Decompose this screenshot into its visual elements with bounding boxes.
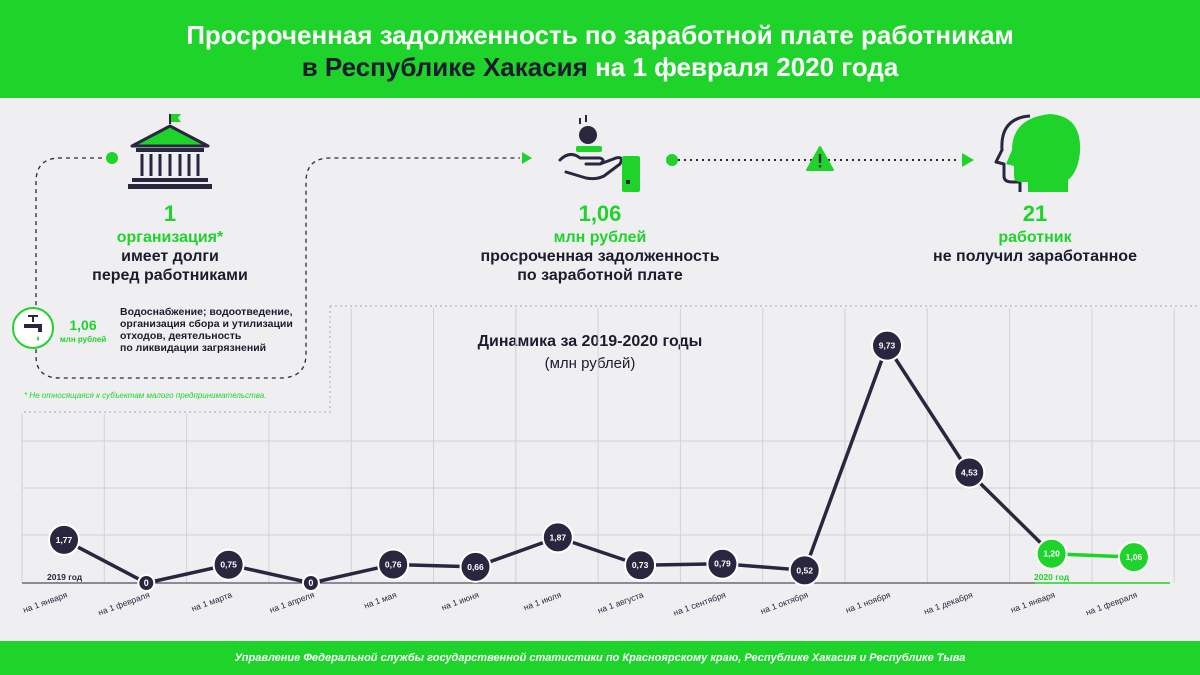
data-label: 0 (144, 578, 149, 588)
data-label: 0,73 (632, 560, 649, 570)
x-tick-label: на 1 августа (596, 589, 645, 615)
sector-unit: млн рублей (59, 335, 107, 344)
debt-unit: млн рублей (553, 229, 647, 246)
workers-block: 21 работник не получил заработанное (920, 201, 1150, 266)
data-point (48, 523, 80, 556)
page-title-line2: в Республике Хакасия на 1 февраля 2020 г… (0, 52, 1200, 83)
data-point (706, 547, 739, 580)
sector-value: 1,06 (69, 317, 97, 333)
x-tick-label: на 1 января (22, 589, 70, 614)
x-tick-label: на 1 апреля (268, 589, 316, 615)
series-connector (968, 471, 1053, 555)
chart-title: Динамика за 2019-2020 годы (477, 333, 703, 350)
x-tick-label: на 1 июля (522, 589, 563, 612)
date-text: на 1 февраля 2020 года (595, 52, 899, 82)
x-tick-label: на 1 октября (759, 589, 810, 616)
data-label: 0,52 (796, 565, 813, 575)
organizations-block: 1 организация* имеет долги перед работни… (90, 201, 250, 285)
flow-start-dot (106, 152, 118, 164)
data-label: 0,76 (385, 559, 402, 569)
region-name: в Республике Хакасия (301, 52, 588, 82)
data-point (953, 456, 986, 489)
year-label-2020: 2020 год (1034, 572, 1070, 582)
data-point (301, 574, 320, 592)
data-point (541, 521, 574, 554)
data-point (1035, 537, 1068, 570)
flow-mid-dot (666, 154, 678, 166)
organizations-count: 1 (163, 201, 177, 226)
data-label: 0,66 (467, 562, 484, 572)
person-head-icon (994, 114, 1081, 192)
sector-description: Водоснабжение; водоотведение, организаци… (120, 306, 293, 354)
x-tick-label: на 1 декабря (922, 589, 974, 616)
x-tick-label: на 1 февраля (97, 589, 152, 617)
data-label: 4,53 (961, 468, 978, 478)
data-label: 1,77 (56, 535, 73, 545)
footnote: * Не относящаяся к субъектам малого пред… (24, 391, 267, 400)
flow-arrow-head-right (962, 153, 974, 167)
data-point (212, 548, 245, 581)
data-label: 0,75 (220, 560, 237, 570)
water-tap-icon (12, 307, 54, 349)
data-label: 0,79 (714, 559, 731, 569)
data-point (459, 550, 492, 583)
data-point (871, 329, 903, 362)
organizations-text1: имеет долги (121, 248, 219, 265)
x-tick-label: на 1 марта (190, 589, 234, 613)
data-point (137, 574, 156, 592)
x-tick-label: на 1 ноября (844, 589, 892, 615)
debt-amount: 1,06 (578, 201, 622, 226)
data-label: 1,87 (550, 532, 567, 542)
data-label: 0 (308, 578, 313, 588)
warning-triangle-icon (806, 146, 834, 171)
debt-text1: просроченная задолженность (480, 248, 720, 265)
page-title-line1: Просроченная задолженность по заработной… (186, 20, 1014, 50)
bank-building-icon (128, 114, 212, 189)
header-banner: Просроченная задолженность по заработной… (0, 0, 1200, 98)
year-label-2019: 2019 год (47, 572, 83, 582)
x-tick-label: на 1 сентября (672, 589, 728, 617)
workers-text1: не получил заработанное (933, 248, 1137, 265)
x-tick-label: на 1 июня (440, 589, 481, 612)
debt-block: 1,06 млн рублей просроченная задолженнос… (450, 201, 750, 285)
debt-text2: по заработной плате (517, 267, 683, 284)
data-label: 9,73 (879, 341, 896, 351)
sector-line: Водоснабжение; водоотведение, (120, 306, 293, 318)
hand-coins-phone-icon (558, 115, 640, 192)
flow-arrow-head (522, 152, 532, 164)
chart-subtitle: (млн рублей) (544, 355, 636, 372)
sector-line: отходов, деятельность (120, 330, 242, 342)
sector-line: организация сбора и утилизации (120, 318, 293, 330)
organizations-label: организация* (116, 229, 224, 246)
data-point (624, 549, 657, 582)
workers-count: 21 (1022, 201, 1048, 226)
data-point (788, 554, 821, 587)
sector-line: по ликвидации загрязнений (120, 342, 267, 354)
x-tick-label: на 1 февраля (1084, 589, 1139, 617)
data-point (1117, 541, 1150, 574)
chart-frame-dots (22, 305, 1200, 413)
series-line (63, 343, 971, 585)
x-tick-label: на 1 мая (362, 589, 398, 610)
workers-label: работник (998, 229, 1072, 246)
data-label: 1,20 (1043, 549, 1060, 559)
flow-path-left (35, 157, 520, 379)
x-tick-label: на 1 января (1009, 589, 1057, 614)
footer-source: Управление Федеральной службы государств… (0, 641, 1200, 675)
organizations-text2: перед работниками (92, 267, 248, 284)
data-label: 1,06 (1126, 552, 1143, 562)
data-point (377, 548, 410, 581)
